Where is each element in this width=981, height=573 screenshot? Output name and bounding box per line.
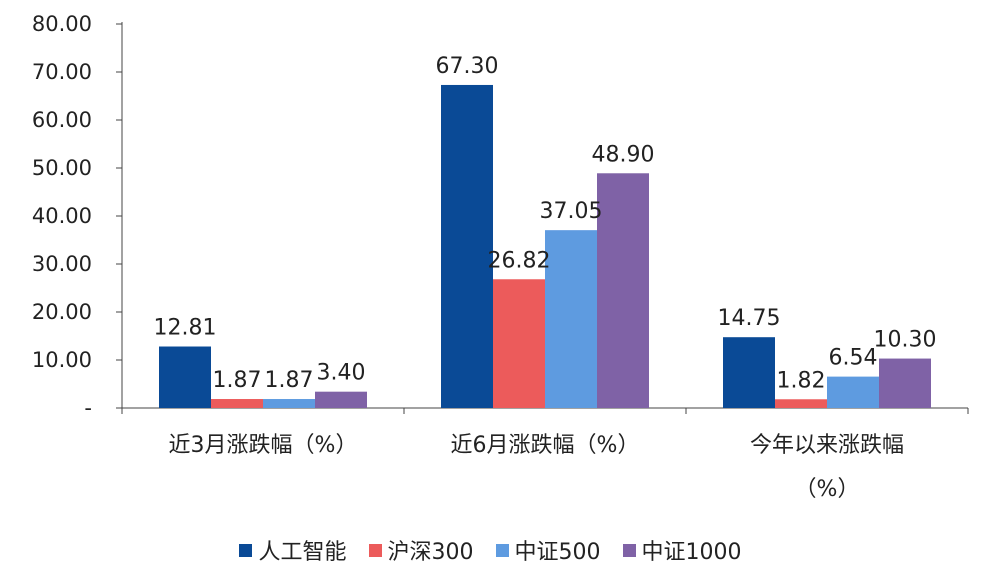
x-category-label: 近3月涨跌幅（%） (169, 433, 358, 458)
y-tick-label: 70.00 (32, 60, 92, 84)
bar (723, 337, 775, 408)
bar (159, 346, 211, 408)
x-category-label: 近6月涨跌幅（%） (451, 433, 640, 458)
data-label: 1.82 (777, 368, 826, 393)
data-label: 1.87 (265, 368, 314, 393)
data-label: 12.81 (154, 316, 217, 341)
y-tick-label: 50.00 (32, 156, 92, 180)
bar (441, 84, 493, 409)
bar (775, 399, 827, 408)
legend: 人工智能 沪深300 中证500 中证1000 (0, 534, 981, 566)
bars (159, 84, 931, 409)
legend-item: 沪深300 (368, 534, 474, 566)
y-tick-label: 80.00 (32, 12, 92, 36)
bar (879, 358, 931, 408)
legend-label: 沪深300 (387, 540, 474, 565)
y-axis: - 10.00 20.00 30.00 40.00 50.00 60.00 70.00 80.0… (32, 12, 123, 420)
legend-swatch (368, 543, 382, 557)
x-category-label: 今年以来涨跌幅 (750, 433, 904, 458)
data-label: 48.90 (592, 142, 655, 167)
legend-swatch (239, 543, 253, 557)
x-axis: 近3月涨跌幅（%） 近6月涨跌幅（%） 今年以来涨跌幅 （%） (121, 407, 969, 502)
bar (597, 173, 649, 408)
x-category-label: （%） (795, 477, 860, 502)
data-label: 67.30 (436, 54, 499, 79)
bar (263, 399, 315, 408)
data-label: 10.30 (874, 328, 937, 353)
y-tick-label: 60.00 (32, 108, 92, 132)
data-label: 26.82 (488, 248, 551, 273)
legend-label: 中证500 (514, 540, 601, 565)
legend-label: 中证1000 (641, 540, 742, 565)
legend-item: 中证500 (495, 534, 601, 566)
y-tick-label: 20.00 (32, 300, 92, 324)
y-tick-label: - (84, 396, 92, 420)
legend-item: 中证1000 (622, 534, 742, 566)
legend-label: 人工智能 (258, 540, 347, 565)
legend-swatch (495, 543, 509, 557)
legend-swatch (622, 543, 636, 557)
data-label: 14.75 (718, 306, 781, 331)
data-labels: 12.811.87 1.87 3.4067.3026.8237.0548.9014.… (154, 54, 937, 393)
data-label: 1.87 (213, 368, 262, 393)
y-tick-label: 40.00 (32, 204, 92, 228)
data-label: 3.40 (317, 361, 366, 386)
bar (315, 391, 367, 408)
bar (211, 399, 263, 408)
y-tick-label: 10.00 (32, 348, 92, 372)
bar (493, 279, 545, 408)
data-label: 6.54 (829, 346, 878, 371)
bar (827, 376, 879, 408)
legend-item: 人工智能 (239, 534, 347, 566)
bar (545, 230, 597, 408)
y-tick-label: 30.00 (32, 252, 92, 276)
data-label: 37.05 (540, 199, 603, 224)
